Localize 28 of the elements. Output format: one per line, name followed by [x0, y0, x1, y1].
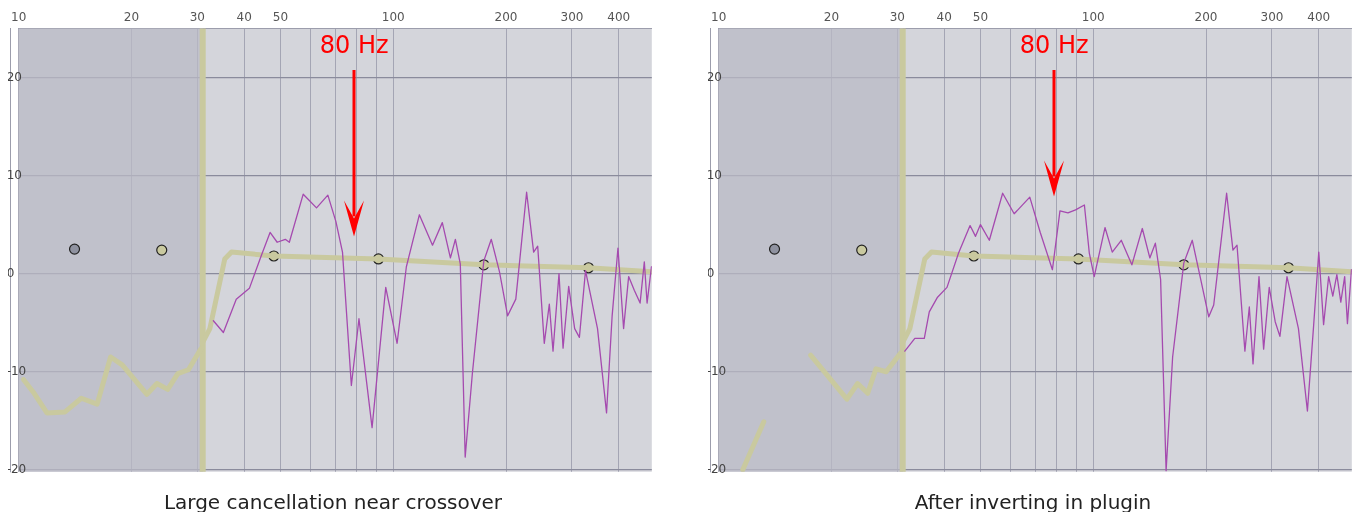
x-tick-label: 400: [1307, 10, 1331, 25]
x-tick-label: 40: [236, 10, 252, 25]
x-tick-label: 30: [889, 10, 906, 25]
y-tick-label: 0: [706, 265, 715, 280]
y-tick-label: -10: [6, 363, 27, 378]
x-tick-label: 200: [1194, 10, 1218, 25]
x-tick-label: 30: [189, 10, 206, 25]
x-tick-label: 300: [1260, 10, 1284, 25]
y-tick-label: -20: [706, 461, 727, 476]
y-tick-label: 20: [6, 69, 22, 84]
x-tick-label: 50: [972, 10, 989, 25]
y-tick-label: -10: [706, 363, 727, 378]
y-tick-label: 10: [706, 167, 722, 182]
annotation: 80 Hz: [319, 30, 389, 59]
x-tick-label: 200: [494, 10, 518, 25]
x-tick-label: 50: [272, 10, 289, 25]
x-tick-label: 20: [823, 10, 840, 25]
x-tick-label: 20: [123, 10, 140, 25]
annotation: 80 Hz: [1019, 30, 1089, 59]
x-tick-label: 100: [1081, 10, 1105, 25]
x-tick-label: 400: [607, 10, 631, 25]
x-tick-label: 300: [560, 10, 584, 25]
x-tick-label: 100: [381, 10, 405, 25]
y-tick-label: -20: [6, 461, 27, 476]
y-tick-label: 20: [706, 69, 722, 84]
y-tick-label: 0: [6, 265, 15, 280]
y-tick-label: 10: [6, 167, 22, 182]
x-tick-label: 40: [936, 10, 952, 25]
